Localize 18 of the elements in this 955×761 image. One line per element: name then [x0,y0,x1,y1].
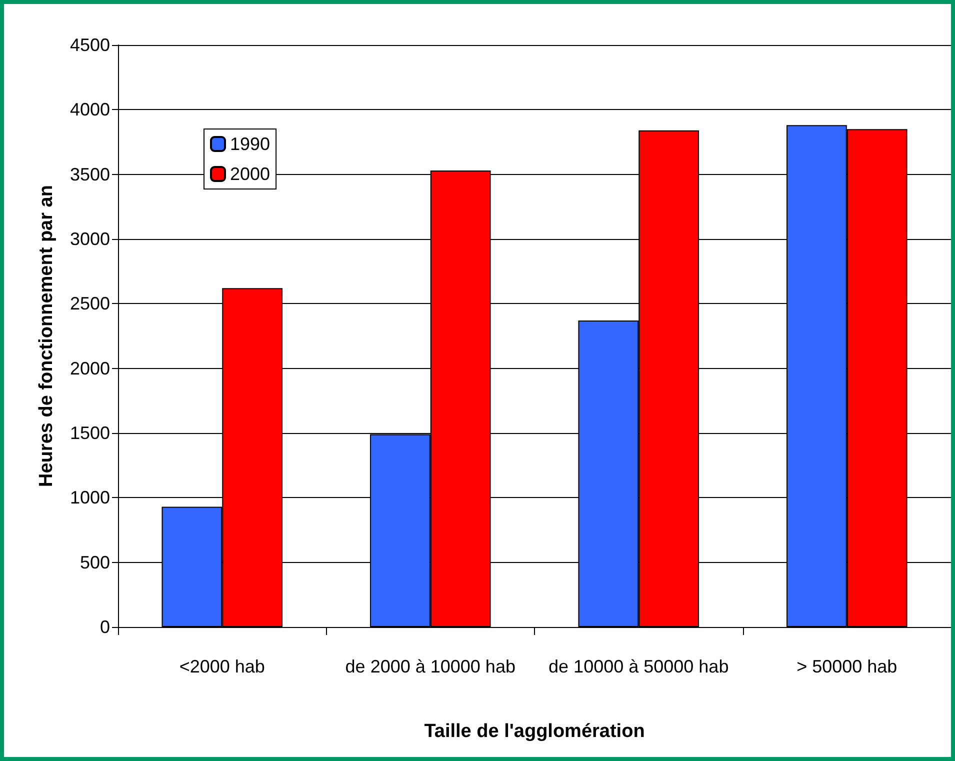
x-axis-title: Taille de l'agglomération [424,721,645,742]
y-tick-label: 500 [80,552,110,572]
y-tick-label: 3000 [70,229,110,249]
x-tick-label: de 10000 à 50000 hab [548,656,729,676]
legend-label: 1990 [230,134,270,154]
y-tick-label: 1000 [70,488,110,508]
y-tick-label: 2500 [70,294,110,314]
x-tick-label: de 2000 à 10000 hab [345,656,516,676]
x-tick-label: <2000 hab [179,656,265,676]
y-tick-label: 4000 [70,100,110,120]
y-tick-label: 2000 [70,358,110,378]
legend-label: 2000 [230,164,270,184]
x-tick-label: > 50000 hab [796,656,898,676]
y-tick-label: 4500 [70,35,110,55]
y-tick-label: 1500 [70,423,110,443]
y-tick-label: 3500 [70,164,110,184]
y-axis-title: Heures de fonctionnement par an [36,185,57,487]
y-tick-label: 0 [100,617,110,637]
